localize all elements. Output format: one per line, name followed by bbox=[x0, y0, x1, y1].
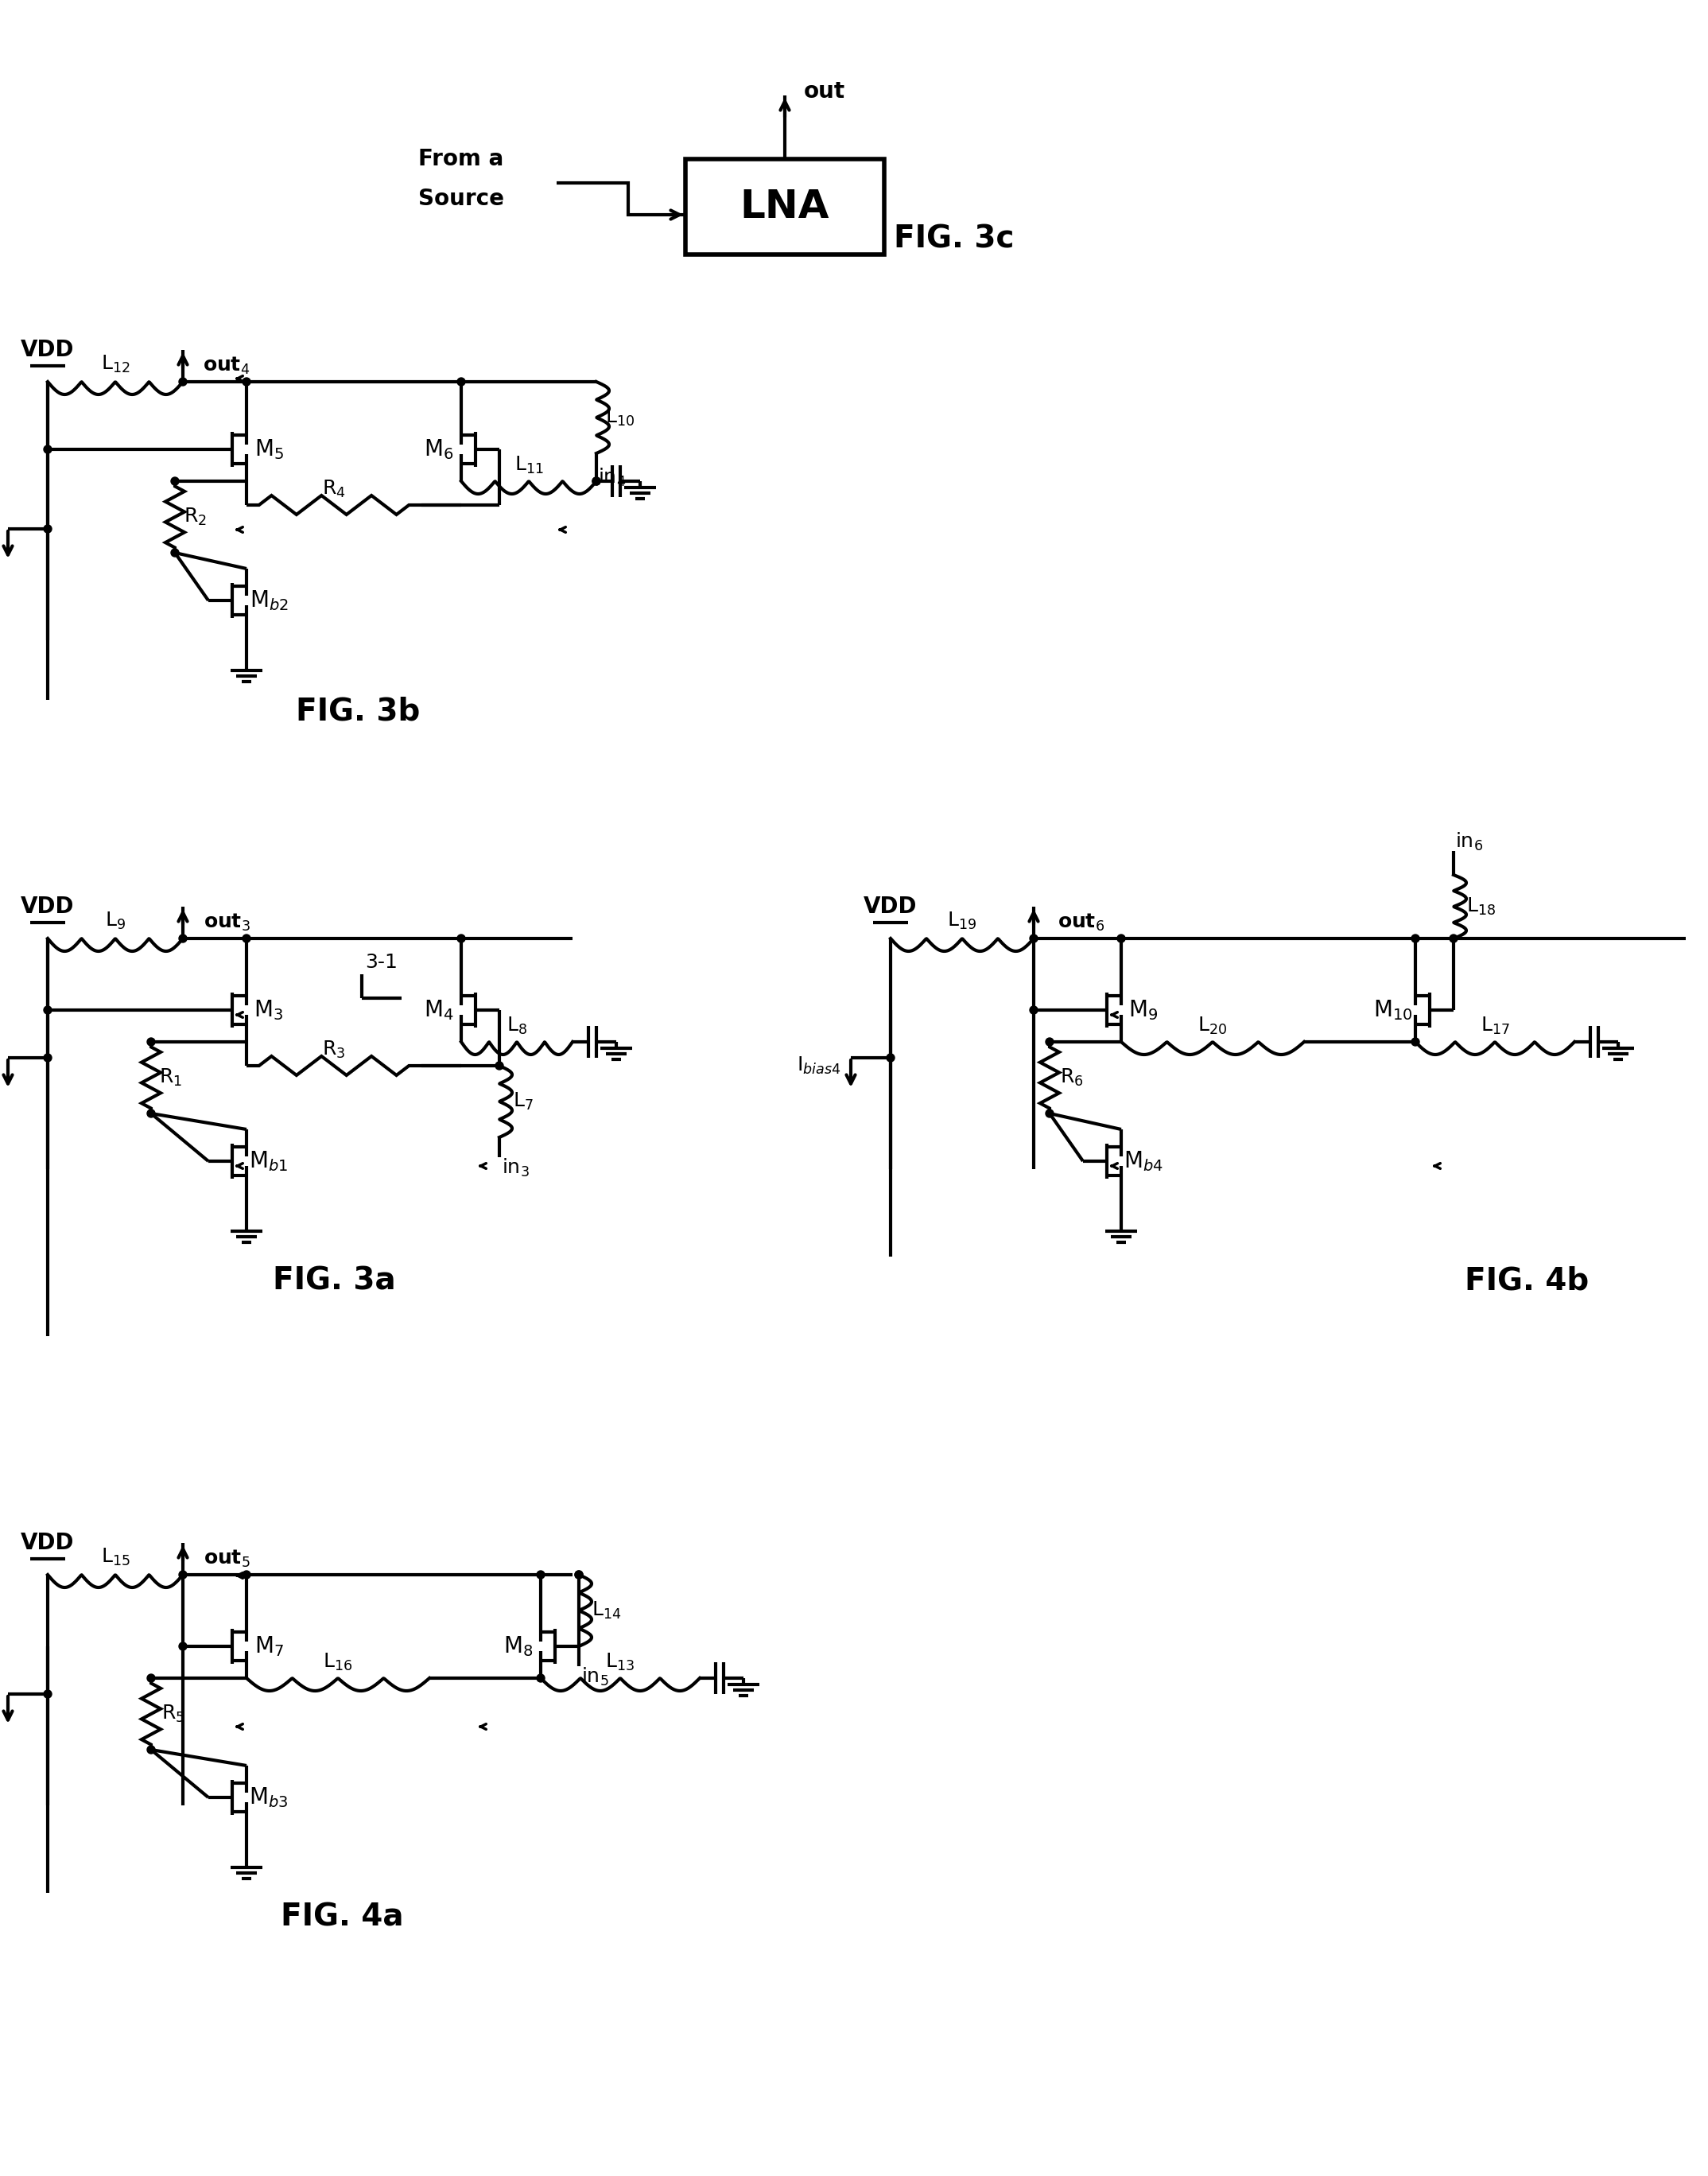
Text: VDD: VDD bbox=[20, 1532, 75, 1554]
Text: R$_3$: R$_3$ bbox=[323, 1040, 345, 1060]
Text: out$_3$: out$_3$ bbox=[203, 912, 249, 934]
Text: R$_1$: R$_1$ bbox=[159, 1066, 183, 1088]
Text: R$_4$: R$_4$ bbox=[323, 479, 345, 500]
Text: From a: From a bbox=[418, 148, 504, 170]
Text: in$_3$: in$_3$ bbox=[502, 1158, 529, 1179]
Circle shape bbox=[1411, 1038, 1419, 1047]
Text: out$_6$: out$_6$ bbox=[1057, 912, 1105, 934]
Circle shape bbox=[44, 1053, 51, 1062]
Text: M$_{b1}$: M$_{b1}$ bbox=[249, 1149, 289, 1173]
Circle shape bbox=[44, 1005, 51, 1014]
Text: FIG. 4b: FIG. 4b bbox=[1464, 1266, 1588, 1295]
Text: out: out bbox=[804, 81, 845, 102]
Text: L$_{12}$: L$_{12}$ bbox=[101, 355, 130, 374]
Text: VDD: VDD bbox=[20, 339, 75, 361]
Text: L$_{16}$: L$_{16}$ bbox=[323, 1652, 354, 1673]
Text: M$_9$: M$_9$ bbox=[1129, 999, 1158, 1023]
Circle shape bbox=[593, 477, 600, 485]
Text: VDD: VDD bbox=[864, 897, 917, 918]
Circle shape bbox=[44, 524, 51, 533]
Circle shape bbox=[1045, 1038, 1054, 1047]
Text: M$_8$: M$_8$ bbox=[504, 1634, 533, 1658]
Circle shape bbox=[1411, 934, 1419, 942]
Text: in$_4$: in$_4$ bbox=[598, 466, 627, 487]
Circle shape bbox=[179, 934, 186, 942]
Circle shape bbox=[495, 1062, 504, 1071]
Text: M$_7$: M$_7$ bbox=[254, 1634, 284, 1658]
Text: L$_{11}$: L$_{11}$ bbox=[514, 455, 543, 477]
Text: L$_{15}$: L$_{15}$ bbox=[101, 1547, 130, 1567]
Circle shape bbox=[576, 1571, 582, 1580]
Circle shape bbox=[593, 477, 600, 485]
Circle shape bbox=[1045, 1110, 1054, 1118]
Circle shape bbox=[44, 446, 51, 453]
Text: in$_5$: in$_5$ bbox=[581, 1665, 608, 1686]
Text: L$_{10}$: L$_{10}$ bbox=[605, 407, 635, 429]
Text: M$_{b2}$: M$_{b2}$ bbox=[249, 590, 289, 611]
Text: M$_4$: M$_4$ bbox=[424, 999, 454, 1023]
Text: M$_{b3}$: M$_{b3}$ bbox=[249, 1786, 289, 1808]
Text: FIG. 3b: FIG. 3b bbox=[295, 696, 420, 727]
Text: L$_{17}$: L$_{17}$ bbox=[1481, 1016, 1510, 1036]
Circle shape bbox=[179, 379, 186, 385]
Circle shape bbox=[1450, 934, 1457, 942]
Circle shape bbox=[243, 1571, 251, 1580]
Circle shape bbox=[147, 1745, 155, 1754]
Circle shape bbox=[147, 1673, 155, 1682]
Text: L$_{20}$: L$_{20}$ bbox=[1197, 1016, 1228, 1036]
Circle shape bbox=[243, 379, 251, 385]
Text: in$_6$: in$_6$ bbox=[1455, 831, 1483, 853]
Circle shape bbox=[179, 1571, 186, 1580]
Text: M$_{b4}$: M$_{b4}$ bbox=[1124, 1149, 1163, 1173]
Text: FIG. 3c: FIG. 3c bbox=[893, 224, 1015, 255]
Text: FIG. 3a: FIG. 3a bbox=[273, 1266, 396, 1295]
Text: 3-1: 3-1 bbox=[366, 953, 398, 973]
Circle shape bbox=[44, 1691, 51, 1697]
Circle shape bbox=[886, 1053, 895, 1062]
Text: LNA: LNA bbox=[740, 187, 830, 226]
Text: I$_{bias4}$: I$_{bias4}$ bbox=[798, 1055, 840, 1077]
Circle shape bbox=[171, 548, 179, 557]
Circle shape bbox=[576, 1571, 582, 1580]
Text: M$_5$: M$_5$ bbox=[254, 437, 284, 461]
Circle shape bbox=[536, 1673, 545, 1682]
Text: M$_{10}$: M$_{10}$ bbox=[1373, 999, 1413, 1023]
Circle shape bbox=[1117, 934, 1126, 942]
Circle shape bbox=[171, 477, 179, 485]
Circle shape bbox=[1030, 934, 1038, 942]
Text: R$_2$: R$_2$ bbox=[183, 507, 207, 527]
Circle shape bbox=[147, 1110, 155, 1118]
Circle shape bbox=[458, 934, 465, 942]
Text: L$_7$: L$_7$ bbox=[512, 1090, 533, 1112]
Text: M$_6$: M$_6$ bbox=[424, 437, 454, 461]
Circle shape bbox=[458, 379, 465, 385]
Text: L$_8$: L$_8$ bbox=[507, 1016, 528, 1036]
Text: out$_4$: out$_4$ bbox=[203, 355, 249, 376]
Text: Source: Source bbox=[418, 187, 504, 209]
Circle shape bbox=[147, 1038, 155, 1047]
Text: L$_9$: L$_9$ bbox=[104, 910, 126, 931]
Text: VDD: VDD bbox=[20, 897, 75, 918]
Text: FIG. 4a: FIG. 4a bbox=[280, 1902, 403, 1932]
Text: L$_{14}$: L$_{14}$ bbox=[593, 1599, 622, 1621]
Bar bbox=[685, 159, 885, 255]
Text: L$_{18}$: L$_{18}$ bbox=[1467, 897, 1496, 916]
Text: M$_3$: M$_3$ bbox=[254, 999, 284, 1023]
Text: out$_5$: out$_5$ bbox=[203, 1549, 249, 1569]
Circle shape bbox=[1030, 1005, 1038, 1014]
Text: L$_{19}$: L$_{19}$ bbox=[948, 910, 977, 931]
Text: L$_{13}$: L$_{13}$ bbox=[606, 1652, 635, 1673]
Circle shape bbox=[243, 934, 251, 942]
Text: R$_6$: R$_6$ bbox=[1061, 1066, 1083, 1088]
Text: R$_5$: R$_5$ bbox=[162, 1704, 184, 1723]
Circle shape bbox=[536, 1571, 545, 1580]
Circle shape bbox=[179, 1643, 186, 1649]
